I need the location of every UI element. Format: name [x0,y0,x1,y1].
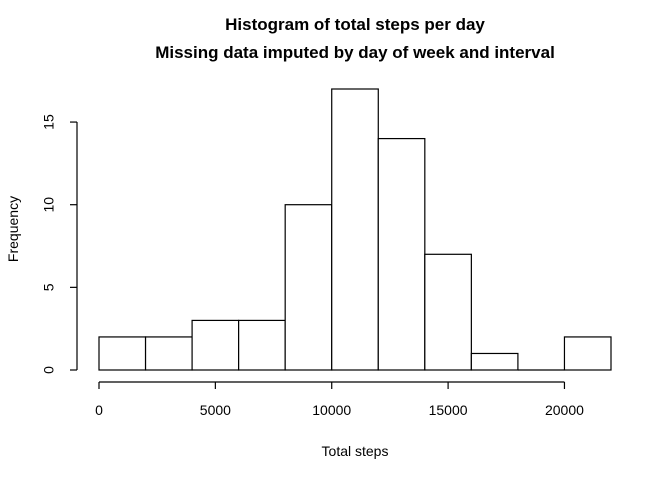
x-axis-label: Total steps [322,443,389,459]
chart-title: Histogram of total steps per day [225,15,485,34]
x-axis: 0 5000 10000 15000 20000 [95,381,584,418]
y-tick-label: 15 [41,114,57,130]
y-axis-label: Frequency [5,196,21,262]
y-tick-label: 10 [41,197,57,213]
histogram-bar [331,88,379,371]
histogram-bar [470,352,519,371]
histogram-bar [377,137,426,371]
histogram-bar [424,253,472,371]
chart-subtitle: Missing data imputed by day of week and … [155,43,555,62]
histogram-bar [563,336,612,371]
histogram-bar [284,204,333,371]
y-axis: 0 5 10 15 [41,114,78,374]
y-tick-label: 0 [41,366,57,374]
x-tick-label: 20000 [545,402,584,418]
histogram-bar [144,336,193,371]
x-tick-label: 5000 [200,402,231,418]
x-tick-label: 0 [95,402,103,418]
y-tick-label: 5 [41,283,57,291]
histogram-bar [191,319,240,371]
histogram-bar [98,336,147,371]
x-tick-label: 15000 [429,402,468,418]
histogram-bar [238,319,286,371]
bars-group [98,88,612,371]
x-tick-label: 10000 [312,402,351,418]
